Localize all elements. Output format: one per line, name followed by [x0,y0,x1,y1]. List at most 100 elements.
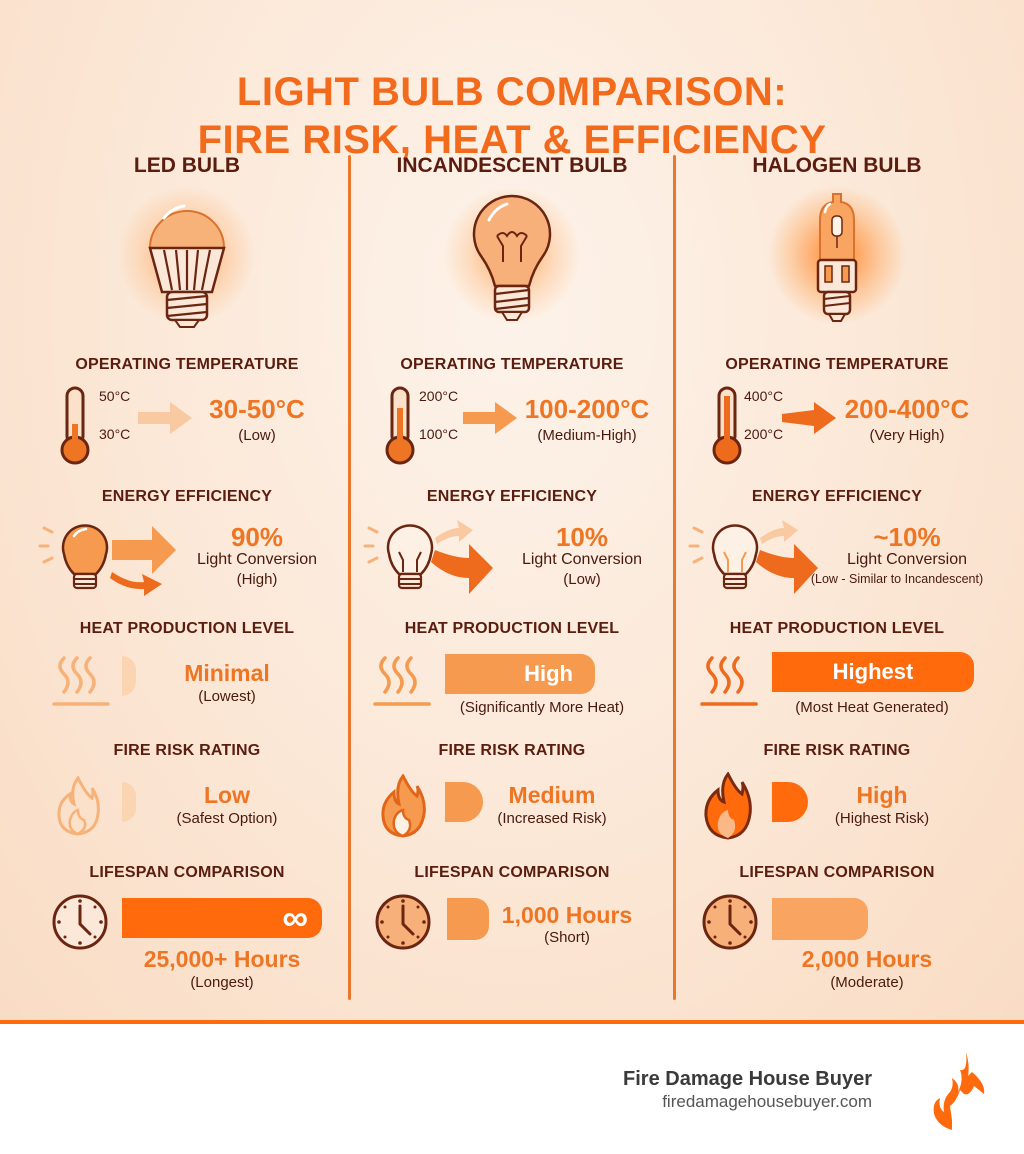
heat-waves-icon [52,656,110,706]
flame-icon [57,776,100,836]
temp-level: (Very High) [869,427,945,444]
section-label-fire: FIRE RISK RATING [438,742,586,759]
fire-level: (Highest Risk) [834,810,930,827]
heat-level-bar: Highest [772,652,974,692]
temp-tick-high: 400°C [744,388,784,404]
lifespan-level: (Moderate) [830,974,904,991]
fire-value: Low [204,782,250,808]
heat-value: Highest [832,659,914,684]
efficiency-level: (Low) [563,571,601,588]
flame-icon [381,774,426,838]
heat-level-bar [122,656,136,696]
section-label-lifespan: LIFESPAN COMPARISON [414,864,610,881]
section-label-temperature: OPERATING TEMPERATURE [400,356,624,373]
lifespan-bar [772,898,868,940]
heat-value: High [524,661,573,686]
lifespan-level: (Short) [544,929,590,946]
heat-waves-icon [373,656,431,706]
lifespan-value: 25,000+ Hours [143,946,301,972]
section-label-efficiency: ENERGY EFFICIENCY [426,488,598,505]
temp-range-value: 200-400°C [844,394,970,424]
infinity-icon: ∞ [282,897,308,938]
column-led: LED BULB OPERATING TEMPERATURE [22,150,352,1010]
section-label-heat: HEAT PRODUCTION LEVEL [729,620,945,637]
fire-value: Medium [508,782,596,808]
lifespan-bar [447,898,489,940]
section-label-fire: FIRE RISK RATING [763,742,911,759]
lifespan-bar: ∞ [122,897,322,938]
fire-level: (Safest Option) [176,810,278,827]
fire-risk-bar [445,782,483,822]
title-line-1: LIGHT BULB COMPARISON: [236,70,788,114]
efficiency-value: 90% [230,522,284,552]
temp-tick-low: 30°C [99,426,131,442]
section-label-fire: FIRE RISK RATING [113,742,261,759]
column-heading: HALOGEN BULB [752,154,922,177]
column-divider [348,155,351,1000]
efficiency-label: Light Conversion [521,551,643,568]
thermometer-icon [712,386,742,465]
temp-level: (Low) [238,427,276,444]
clock-icon [375,894,431,950]
incandescent-bulb-icon [442,185,582,335]
thermometer-icon [385,386,415,465]
temp-tick-high: 50°C [99,388,131,404]
section-label-heat: HEAT PRODUCTION LEVEL [404,620,620,637]
infographic: LIGHT BULB COMPARISON: FIRE RISK, HEAT &… [0,0,1024,1024]
lifespan-value: 2,000 Hours [801,946,933,972]
heat-level-bar: High [445,654,595,694]
halogen-bulb-icon [767,185,907,335]
heat-level: (Most Heat Generated) [795,699,949,716]
section-label-temperature: OPERATING TEMPERATURE [75,356,299,373]
footer-brand: Fire Damage House Buyer [623,1068,872,1090]
efficiency-level: (Low - Similar to Incandescent) [810,572,984,586]
flame-icon [704,772,752,840]
column-divider [673,155,676,1000]
fire-risk-bar [772,782,808,822]
section-label-lifespan: LIFESPAN COMPARISON [89,864,285,881]
section-label-lifespan: LIFESPAN COMPARISON [739,864,935,881]
section-label-efficiency: ENERGY EFFICIENCY [751,488,923,505]
heat-level: (Significantly More Heat) [459,699,625,716]
lifespan-value: 1,000 Hours [501,902,633,928]
efficiency-value: 10% [555,522,609,552]
temp-range-value: 30-50°C [209,394,305,424]
heat-waves-icon [700,656,758,706]
lifespan-level: (Longest) [190,974,254,991]
temp-tick-high: 200°C [419,388,459,404]
efficiency-bulb-icon [363,520,493,594]
efficiency-label: Light Conversion [846,551,968,568]
efficiency-bulb-icon [38,524,176,596]
heat-level: (Lowest) [198,688,256,705]
clock-icon [52,894,108,950]
section-label-temperature: OPERATING TEMPERATURE [725,356,949,373]
section-label-efficiency: ENERGY EFFICIENCY [101,488,273,505]
temp-tick-low: 100°C [419,426,459,442]
column-heading: LED BULB [133,154,241,177]
footer-url[interactable]: firedamagehousebuyer.com [662,1092,872,1111]
arrow-right-icon [138,402,192,434]
page-title: LIGHT BULB COMPARISON: FIRE RISK, HEAT &… [0,68,1024,164]
temp-level: (Medium-High) [537,427,637,444]
column-heading: INCANDESCENT BULB [396,154,628,177]
heat-value: Minimal [184,660,270,686]
led-bulb-icon [117,185,257,335]
efficiency-level: (High) [236,571,278,588]
efficiency-value: ~10% [873,522,941,552]
arrow-right-icon [463,402,517,434]
section-label-heat: HEAT PRODUCTION LEVEL [79,620,295,637]
column-incandescent: INCANDESCENT BULB OPERATING TEMPERATURE … [347,150,677,1010]
efficiency-label: Light Conversion [196,551,318,568]
column-halogen: HALOGEN BULB OPERATING TEMPERATURE 400° [672,150,1002,1010]
flame-logo-icon [933,1052,985,1130]
fire-value: High [856,782,908,808]
temp-range-value: 100-200°C [524,394,650,424]
fire-level: (Increased Risk) [497,810,607,827]
temp-tick-low: 200°C [744,426,784,442]
efficiency-bulb-icon [688,520,818,594]
title-line-2: FIRE RISK, HEAT & EFFICIENCY [197,118,827,162]
thermometer-icon [60,386,90,465]
fire-risk-bar [122,782,136,822]
clock-icon [702,894,758,950]
arrow-right-icon [782,402,836,434]
